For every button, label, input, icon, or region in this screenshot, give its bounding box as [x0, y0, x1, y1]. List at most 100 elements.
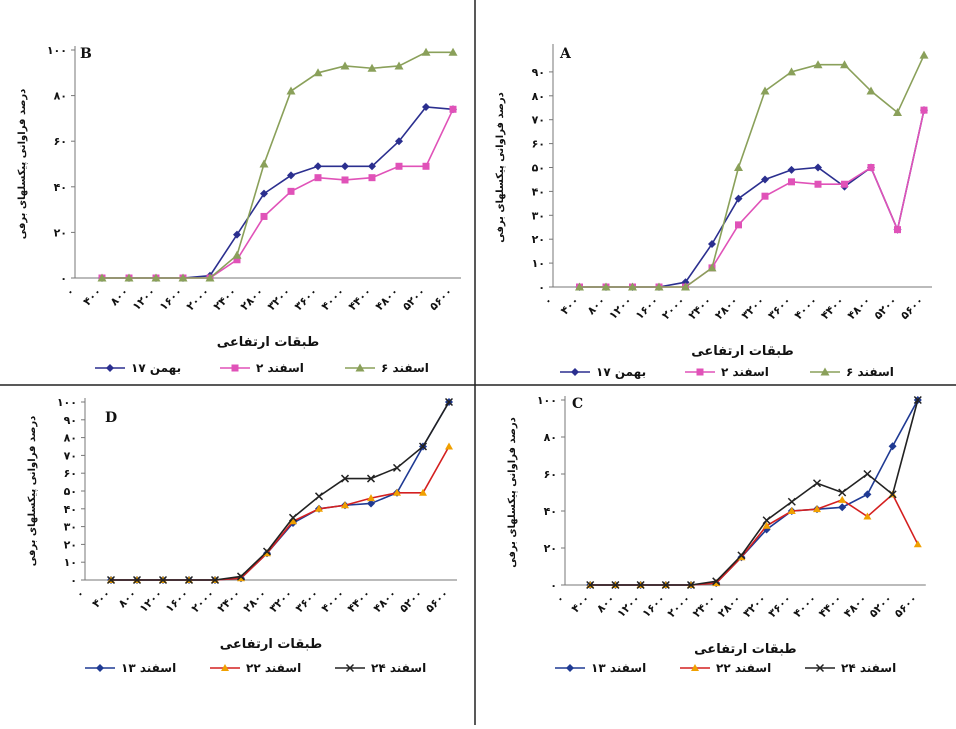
legend-label: ۶ اسفند — [846, 365, 894, 379]
y-axis-label: درصد فراوانی پیکسلهای برفی — [27, 416, 38, 567]
y-tick-label: ۴۰ — [64, 503, 77, 516]
marker — [286, 86, 296, 95]
marker — [262, 547, 272, 556]
x-tick-label: ۱۶۰۰ — [640, 592, 668, 620]
x-tick-label: ۵۲۰۰ — [400, 285, 428, 313]
marker — [788, 178, 795, 186]
x-tick-label: ۰ — [553, 592, 567, 606]
x-tick-label: ۴۰۰ — [81, 285, 104, 308]
marker — [737, 551, 746, 560]
marker — [575, 282, 584, 291]
legend-label: ۱۳ اسفند — [121, 661, 176, 675]
x-axis-label: طبقات ارتفاعی — [220, 637, 322, 652]
marker — [840, 60, 849, 69]
x-tick-label: ۱۲۰۰ — [606, 294, 634, 322]
legend-marker — [691, 664, 699, 671]
x-tick-label: ۵۲۰۰ — [867, 592, 895, 620]
marker — [184, 575, 194, 585]
marker — [422, 162, 430, 170]
marker — [734, 194, 743, 203]
y-axis-label: درصد فراوانی پیکسلهای برفی — [17, 89, 28, 240]
legend-marker — [106, 364, 114, 372]
x-tick-label: ۳۲۰۰ — [265, 285, 293, 313]
marker — [340, 474, 350, 483]
x-tick-label: ۲۸۰۰ — [715, 592, 743, 620]
marker — [866, 86, 876, 95]
marker — [838, 488, 847, 497]
series-line — [102, 108, 454, 279]
x-tick-label: ۴۴۰۰ — [346, 285, 374, 313]
y-axis-label: درصد فراوانی پیکسلهای برفی — [507, 417, 518, 568]
marker — [289, 517, 297, 525]
marker — [654, 282, 664, 291]
marker — [787, 497, 796, 506]
marker — [233, 256, 241, 264]
x-tick-label: ۴۸۰۰ — [845, 294, 873, 322]
x-tick-label: ۸۰۰ — [108, 285, 131, 308]
marker — [314, 174, 322, 182]
legend-marker — [231, 364, 239, 372]
legend-marker — [815, 663, 825, 673]
marker — [814, 163, 822, 172]
marker — [418, 442, 428, 451]
marker — [894, 226, 901, 234]
y-tick-label: ۲۰ — [544, 542, 557, 555]
x-tick-label: ۴۰۰۰ — [792, 294, 820, 322]
legend-marker — [355, 363, 365, 372]
marker — [838, 495, 847, 503]
y-tick-label: ۷۰ — [64, 449, 77, 462]
marker — [151, 273, 161, 282]
x-tick-label: ۸۰۰ — [585, 294, 608, 317]
y-tick-label: ۴۰ — [544, 505, 557, 518]
legend-label: ۱۷ بهمن — [596, 365, 646, 379]
x-tick-label: ۳۲۰۰ — [267, 587, 295, 615]
x-tick-label: ۵۶۰۰ — [423, 587, 451, 615]
x-tick-label: ۱۶۰۰ — [163, 587, 191, 615]
marker — [421, 47, 431, 56]
marker — [867, 164, 875, 171]
marker — [863, 490, 872, 499]
x-tick-label: ۴۰۰۰ — [319, 285, 347, 313]
marker — [395, 137, 403, 146]
y-tick-label: ۲۰ — [64, 538, 77, 551]
marker — [611, 580, 620, 590]
y-tick-label: ۴۰ — [54, 181, 67, 194]
x-tick-label: ۲۸۰۰ — [241, 587, 269, 615]
legend-marker — [345, 663, 355, 673]
marker — [97, 273, 107, 282]
y-tick-label: ۳۰ — [532, 209, 545, 222]
marker — [712, 577, 721, 586]
marker — [708, 239, 716, 248]
x-tick-label: ۸۰۰ — [594, 592, 617, 615]
series-line — [579, 109, 925, 288]
marker — [287, 171, 295, 180]
x-tick-label: ۵۶۰۰ — [898, 294, 926, 322]
marker — [813, 60, 823, 69]
x-tick-label: ۳۶۰۰ — [293, 587, 321, 615]
x-tick-label: ۳۲۰۰ — [739, 294, 767, 322]
marker — [760, 86, 770, 95]
y-tick-label: ۶۰ — [54, 135, 67, 148]
y-tick-label: ۹۰ — [64, 414, 77, 427]
marker — [394, 61, 404, 70]
marker — [628, 282, 637, 291]
panel-title: A — [559, 46, 572, 62]
marker — [681, 282, 690, 291]
y-tick-label: ۳۰ — [64, 521, 77, 534]
marker — [787, 67, 796, 76]
x-axis-label: طبقات ارتفاعی — [694, 642, 796, 657]
marker — [787, 165, 796, 174]
marker — [314, 492, 324, 501]
marker — [210, 575, 220, 585]
legend-label: ۶ اسفند — [381, 361, 429, 375]
y-tick-label: ۸۰ — [532, 90, 545, 103]
marker — [863, 512, 872, 520]
marker — [707, 263, 717, 272]
x-tick-label: ۴۸۰۰ — [373, 285, 401, 313]
series-line — [579, 109, 925, 288]
x-tick-label: ۲۸۰۰ — [712, 294, 740, 322]
marker — [313, 68, 323, 77]
x-tick-label: ۴۰۰۰ — [319, 587, 347, 615]
legend-label: ۲۲ اسفند — [716, 661, 771, 675]
y-tick-label: ۶۰ — [64, 467, 77, 480]
